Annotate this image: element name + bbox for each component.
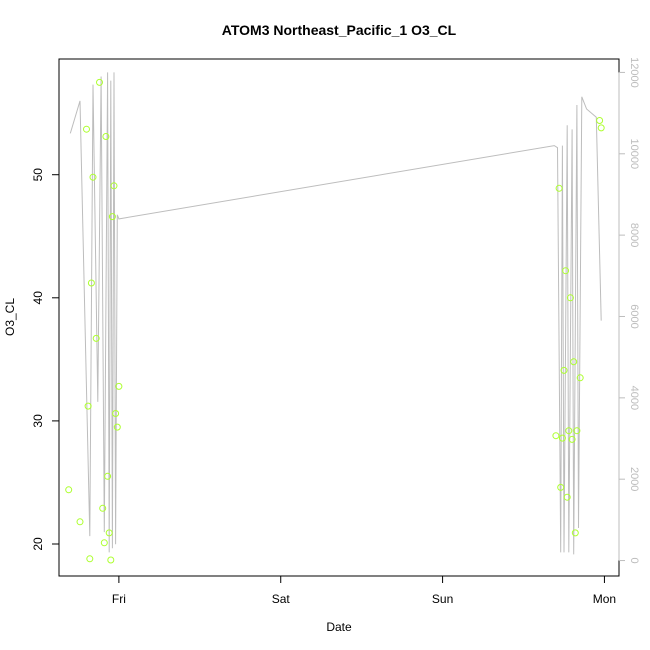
y-tick-label: 30: [31, 414, 45, 428]
y2-tick-label: 0: [628, 557, 640, 563]
x-tick-label: Sat: [272, 592, 291, 606]
data-point: [563, 493, 571, 501]
data-point: [557, 483, 565, 491]
data-point: [107, 556, 115, 564]
data-point: [570, 358, 578, 366]
y-tick-label: 50: [31, 168, 45, 182]
y-axis-left: 20 30 40 50: [31, 168, 60, 551]
data-point: [100, 539, 108, 547]
data-point: [84, 402, 92, 410]
data-point: [113, 423, 121, 431]
data-point: [555, 184, 563, 192]
y2-tick-label: 4000: [628, 386, 640, 410]
data-point: [566, 294, 574, 302]
y2-tick-label: 8000: [628, 223, 640, 247]
data-point: [565, 427, 573, 435]
data-point: [76, 518, 84, 526]
data-point: [65, 486, 73, 494]
data-point: [83, 125, 90, 133]
data-point: [99, 504, 107, 512]
data-point: [568, 435, 576, 443]
data-point: [573, 427, 581, 435]
data-point: [105, 529, 113, 537]
data-point: [89, 173, 97, 181]
data-point: [92, 334, 100, 342]
data-point: [596, 117, 604, 124]
data-point: [560, 366, 568, 374]
data-point: [576, 374, 584, 382]
data-point: [571, 529, 579, 537]
data-point: [108, 213, 116, 221]
x-axis-label: Date: [326, 620, 352, 634]
data-point: [597, 124, 605, 132]
data-point: [104, 472, 112, 480]
data-point: [102, 133, 110, 140]
chart-title: ATOM3 Northeast_Pacific_1 O3_CL: [222, 22, 457, 38]
x-axis: Fri Sat Sun Mon: [112, 575, 616, 606]
y2-tick-label: 10000: [628, 138, 640, 169]
data-point: [112, 410, 120, 417]
data-point: [86, 555, 94, 563]
y-tick-label: 20: [31, 537, 45, 551]
plot-box: [58, 58, 620, 577]
x-tick-label: Fri: [112, 592, 126, 606]
data-point: [96, 78, 103, 86]
x-tick-label: Mon: [593, 592, 616, 606]
data-point: [562, 267, 570, 275]
data-point: [552, 432, 560, 440]
line-series-layer: [69, 72, 602, 555]
data-point: [110, 182, 118, 190]
data-point: [115, 382, 123, 390]
y-axis-right: 0 2000 4000 6000 8000 10000 12000: [618, 57, 640, 564]
y2-tick-label: 12000: [628, 57, 640, 88]
data-point: [558, 434, 566, 442]
y-tick-label: 40: [31, 291, 45, 305]
data-point: [87, 279, 95, 287]
series-line: [69, 72, 602, 555]
y-axis-label: O3_CL: [3, 298, 17, 336]
y2-tick-label: 2000: [628, 467, 640, 491]
y2-tick-label: 6000: [628, 304, 640, 328]
x-tick-label: Sun: [432, 592, 453, 606]
point-series-layer: [65, 78, 605, 564]
